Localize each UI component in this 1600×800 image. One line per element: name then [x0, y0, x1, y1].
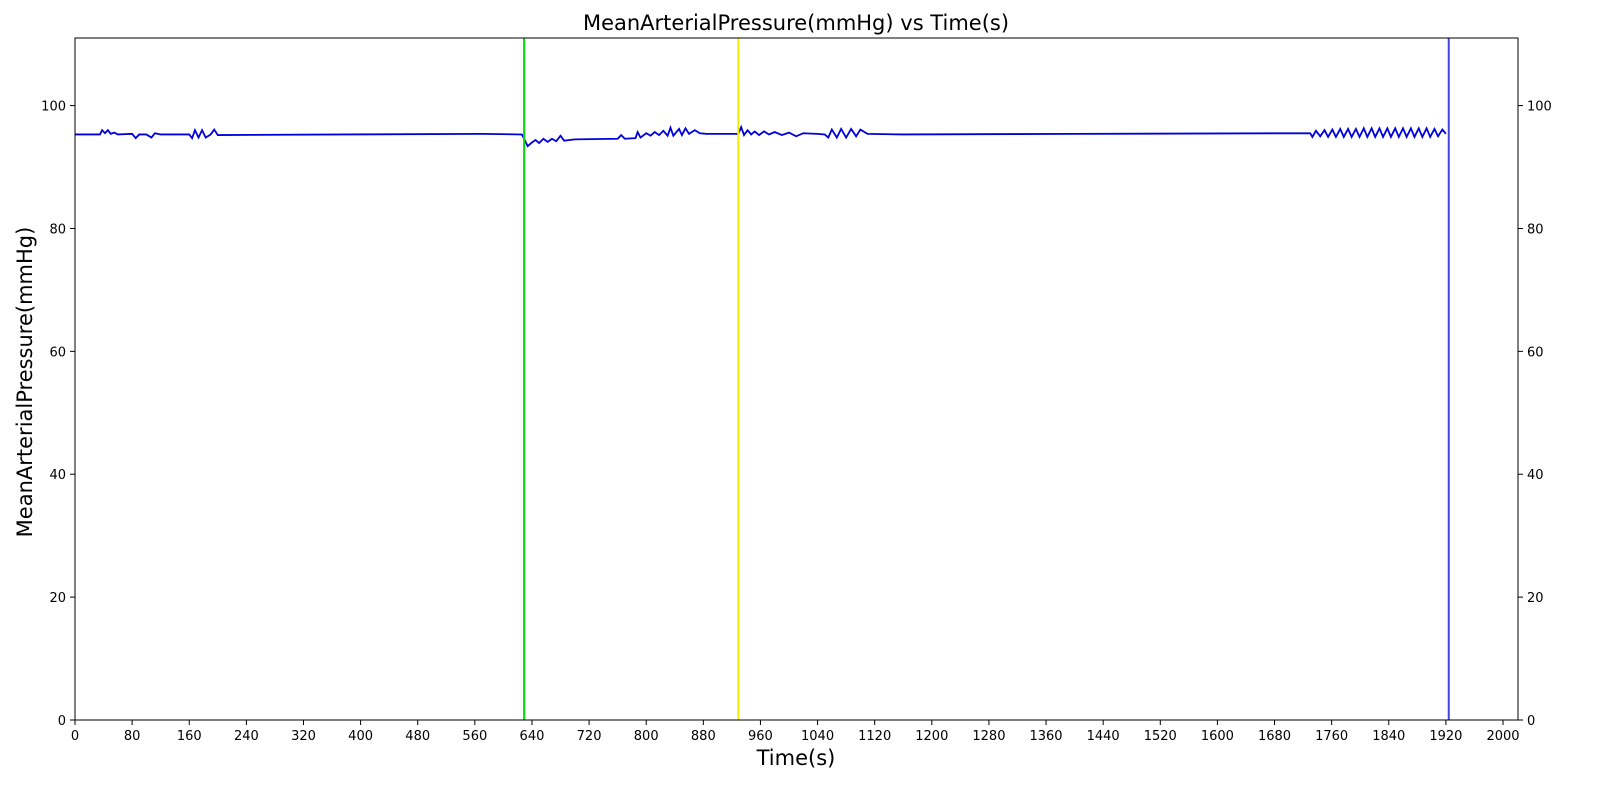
- y2-tick-label: 100: [1527, 100, 1552, 115]
- x-tick-label: 720: [577, 729, 602, 744]
- x-tick-label: 0: [71, 729, 79, 744]
- x-tick-label: 1360: [1029, 729, 1062, 744]
- x-tick-label: 400: [348, 729, 373, 744]
- x-tick-label: 800: [634, 729, 659, 744]
- x-tick-label: 2000: [1486, 729, 1519, 744]
- x-tick-label: 1520: [1144, 729, 1177, 744]
- x-axis-label: Time(s): [756, 746, 836, 770]
- y2-tick-label: 20: [1527, 591, 1544, 606]
- x-tick-label: 240: [234, 729, 259, 744]
- x-tick-label: 1120: [858, 729, 891, 744]
- x-tick-label: 880: [691, 729, 716, 744]
- x-tick-label: 160: [177, 729, 202, 744]
- y2-tick-label: 60: [1527, 345, 1544, 360]
- x-tick-label: 1920: [1429, 729, 1462, 744]
- x-tick-label: 640: [520, 729, 545, 744]
- x-tick-label: 1840: [1372, 729, 1405, 744]
- x-tick-label: 1760: [1315, 729, 1348, 744]
- y-tick-label: 20: [49, 591, 66, 606]
- chart-title: MeanArterialPressure(mmHg) vs Time(s): [583, 11, 1009, 35]
- x-tick-label: 1200: [915, 729, 948, 744]
- y2-tick-label: 80: [1527, 222, 1544, 237]
- y-tick-label: 60: [49, 345, 66, 360]
- y2-tick-label: 0: [1527, 714, 1535, 729]
- plot-frame: [74, 37, 1519, 721]
- y-tick-label: 0: [58, 714, 66, 729]
- y2-tick-label: 40: [1527, 468, 1544, 483]
- y-tick-label: 40: [49, 468, 66, 483]
- x-tick-label: 1680: [1258, 729, 1291, 744]
- x-tick-label: 960: [748, 729, 773, 744]
- x-tick-label: 80: [124, 729, 141, 744]
- x-tick-label: 320: [291, 729, 316, 744]
- x-tick-label: 560: [462, 729, 487, 744]
- y-tick-label: 100: [41, 100, 66, 115]
- y-axis-label: MeanArterialPressure(mmHg): [13, 227, 37, 538]
- x-tick-label: 1040: [801, 729, 834, 744]
- x-tick-label: 1600: [1201, 729, 1234, 744]
- x-tick-label: 480: [405, 729, 430, 744]
- x-tick-label: 1440: [1087, 729, 1120, 744]
- x-tick-label: 1280: [972, 729, 1005, 744]
- y-tick-label: 80: [49, 222, 66, 237]
- data-line: [75, 124, 1447, 148]
